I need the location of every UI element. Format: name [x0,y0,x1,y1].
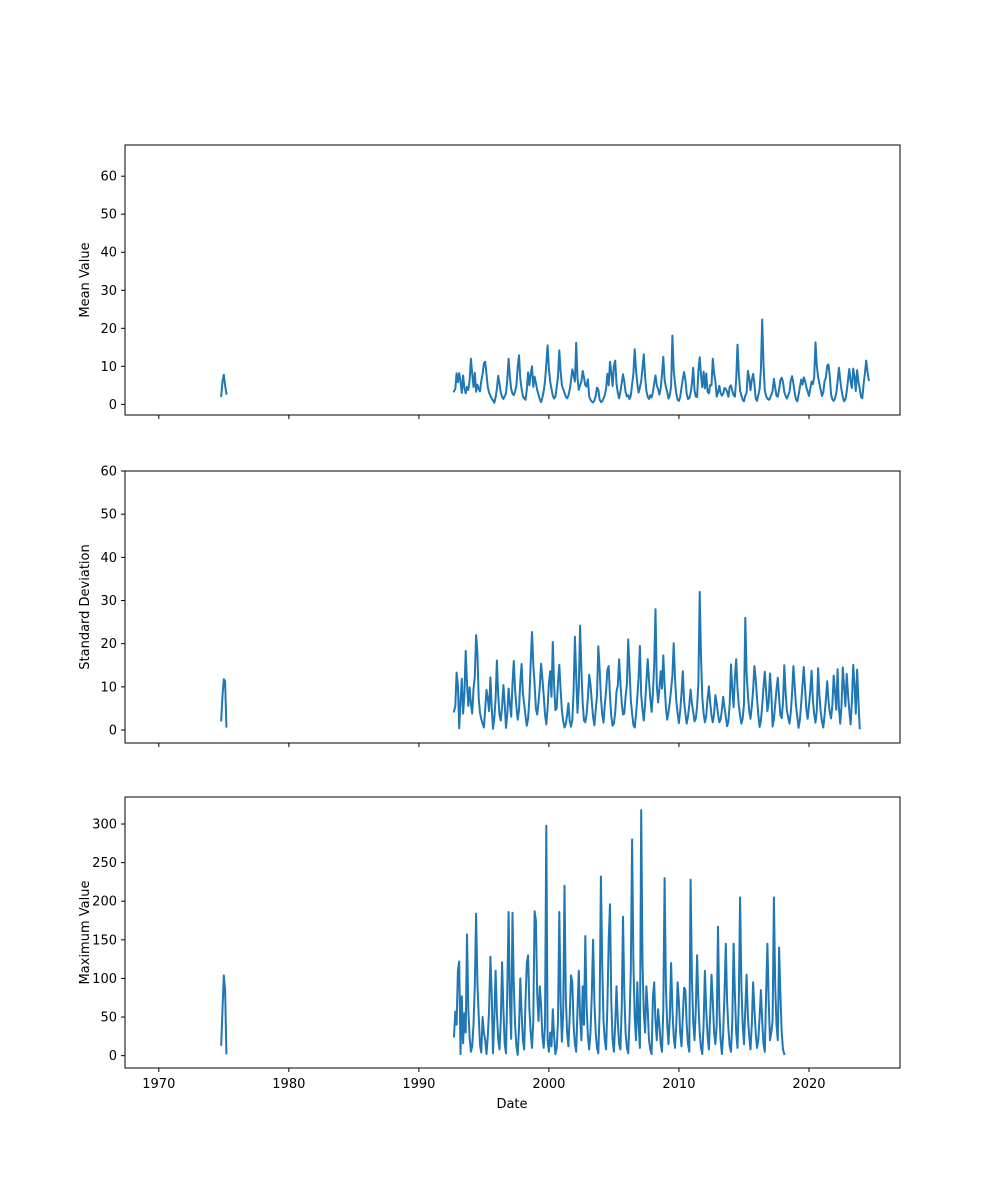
series-line-segment [452,809,786,1056]
y-tick-label: 250 [92,856,117,871]
subplot-1: 0 10 20 30 40 50 60 Mean Value [78,144,901,419]
y-tick-label: 10 [100,360,117,375]
y-tick-label: 50 [100,1011,117,1026]
subplot-2: 0 10 20 30 40 50 60 Standard Deviation [78,465,901,747]
axes-frame [124,796,901,1069]
series-line-segment [220,678,228,728]
y-tick-label: 50 [100,208,117,223]
x-tick-label: 1990 [402,1077,435,1092]
y-tick-label: 200 [92,895,117,910]
y-tick-label: 60 [100,465,117,480]
x-tick-label: 2010 [662,1077,695,1092]
y-axis-label: Mean Value [78,242,93,317]
axes-frame [124,470,901,744]
subplot-3: 0 50 100 150 200 250 300 1970 1980 1990 2000 2010 20… [78,796,901,1092]
y-tick-label: 0 [109,1049,117,1064]
series-line-segment [220,373,228,398]
series-line-segment [452,590,861,730]
series-line-segment [452,318,870,404]
y-tick-label: 40 [100,246,117,261]
x-tick-label: 1970 [142,1077,175,1092]
y-tick-label: 150 [92,933,117,948]
y-tick-label: 20 [100,637,117,652]
y-tick-label: 20 [100,322,117,337]
x-tick-label: 2020 [792,1077,825,1092]
y-tick-label: 30 [100,594,117,609]
y-tick-label: 10 [100,680,117,695]
y-tick-label: 0 [109,724,117,739]
y-tick-label: 40 [100,551,117,566]
subplots: 0 10 20 30 40 50 60 Mean Value 0 10 20 30 40 50 60 Stan… [78,144,901,1092]
y-tick-label: 300 [92,818,117,833]
y-axis-label: Maximum Value [78,881,93,985]
y-tick-label: 30 [100,284,117,299]
y-tick-label: 50 [100,508,117,523]
y-tick-label: 60 [100,170,117,185]
x-axis-label: Date [496,1097,527,1112]
axes-frame [124,144,901,416]
y-tick-label: 0 [109,398,117,413]
y-tick-label: 100 [92,972,117,987]
series-line-segment [220,974,228,1055]
x-tick-label: 2000 [532,1077,565,1092]
y-axis-label: Standard Deviation [78,544,93,669]
x-tick-label: 1980 [272,1077,305,1092]
